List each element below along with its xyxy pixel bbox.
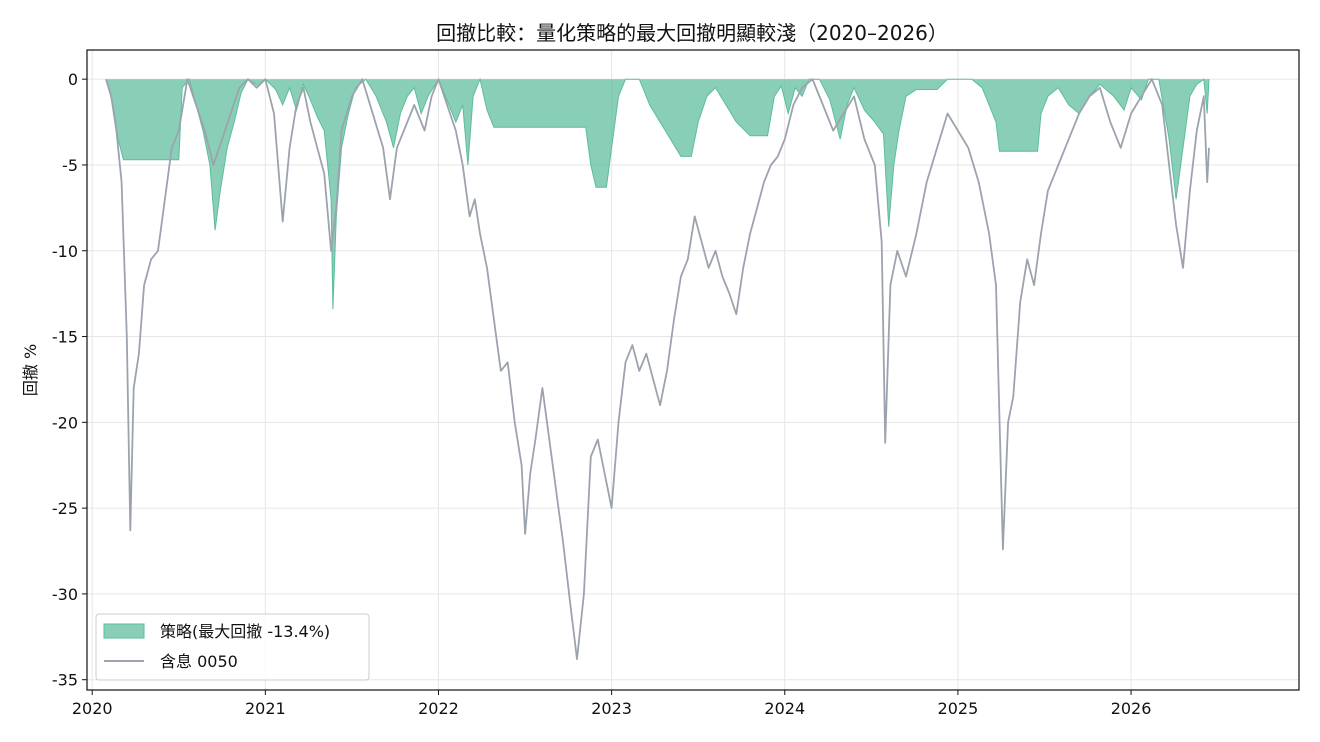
chart-title: 回撤比較：量化策略的最大回撤明顯較淺（2020–2026）: [436, 21, 948, 45]
benchmark-drawdown-line: [105, 78, 1210, 660]
x-axis: 2020 2021 2022 2023 2024 2025 2026: [72, 690, 1152, 718]
y-tick-label: -25: [52, 499, 78, 518]
y-tick-label: 0: [68, 70, 78, 89]
legend-swatch-strategy: [103, 623, 145, 639]
y-tick-label: -10: [52, 242, 78, 261]
y-tick-label: -30: [52, 585, 78, 604]
x-tick-label: 2025: [938, 699, 979, 718]
x-tick-label: 2024: [764, 699, 805, 718]
y-tick-label: -15: [52, 328, 78, 347]
x-tick-label: 2021: [245, 699, 286, 718]
x-tick-label: 2020: [72, 699, 113, 718]
plot-frame: [86, 49, 1300, 691]
y-tick-label: -35: [52, 671, 78, 690]
y-axis-label: 回撤 %: [21, 344, 40, 396]
series-layer: [105, 77, 1210, 660]
x-tick-label: 2023: [591, 699, 632, 718]
y-tick-label: -20: [52, 413, 78, 432]
legend-frame: [95, 613, 370, 681]
y-tick-label: -5: [62, 156, 78, 175]
grid: [87, 50, 1299, 690]
strategy-drawdown-edge: [105, 77, 1210, 310]
strategy-drawdown-area: [106, 79, 1209, 310]
y-axis: 0 -5 -10 -15 -20 -25 -30 -35: [52, 70, 87, 690]
x-tick-label: 2022: [418, 699, 459, 718]
legend: 策略(最大回撤 -13.4%) 含息 0050: [95, 613, 370, 681]
legend-label-strategy: 策略(最大回撤 -13.4%): [160, 622, 330, 641]
legend-label-0050: 含息 0050: [160, 652, 238, 671]
x-tick-label: 2026: [1111, 699, 1152, 718]
